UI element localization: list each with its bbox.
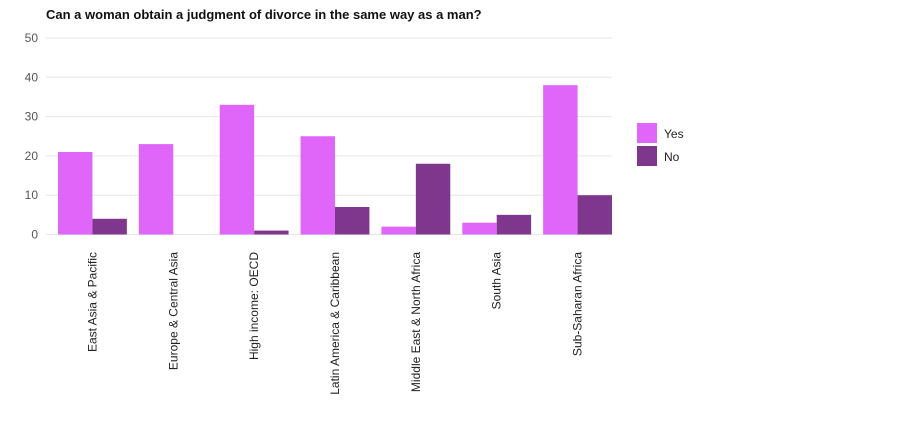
bar-yes-0 — [58, 151, 93, 235]
x-tick-label: Latin America & Caribbean — [328, 252, 342, 395]
y-axis: 0 10 20 30 40 50 — [25, 31, 39, 242]
x-tick-label: High income: OECD — [247, 252, 261, 360]
x-tick-label: Middle East & North Africa — [409, 252, 423, 392]
chart-title: Can a woman obtain a judgment of divorce… — [46, 7, 482, 22]
y-tick-label: 30 — [25, 110, 39, 124]
bar-yes-6 — [543, 85, 578, 235]
x-axis: East Asia & Pacific Europe & Central Asia… — [85, 252, 584, 395]
x-tick-label: East Asia & Pacific — [85, 252, 99, 352]
bar-no-5 — [496, 214, 532, 235]
y-tick-label: 20 — [25, 149, 39, 163]
legend: Yes No — [637, 123, 684, 166]
bar-yes-2 — [219, 104, 255, 235]
y-tick-label: 50 — [25, 31, 39, 45]
legend-swatch-no — [637, 146, 657, 166]
x-tick-label: Sub-Saharan Africa — [571, 252, 585, 356]
x-tick-label: South Asia — [490, 252, 504, 310]
bar-no-2 — [254, 230, 289, 235]
bars — [58, 85, 612, 235]
x-tick-label: Europe & Central Asia — [166, 252, 180, 370]
y-tick-label: 10 — [25, 188, 39, 202]
bar-no-0 — [92, 218, 127, 235]
bar-no-6 — [577, 195, 612, 235]
bar-yes-1 — [138, 144, 174, 235]
bar-no-4 — [415, 163, 451, 235]
y-tick-label: 0 — [31, 228, 38, 242]
bar-no-3 — [335, 206, 370, 235]
legend-label-yes: Yes — [664, 127, 684, 141]
bar-yes-4 — [381, 226, 416, 235]
y-tick-label: 40 — [25, 70, 39, 84]
legend-label-no: No — [664, 150, 680, 164]
bar-yes-5 — [462, 222, 497, 235]
bar-yes-3 — [300, 136, 335, 235]
legend-swatch-yes — [637, 123, 657, 143]
